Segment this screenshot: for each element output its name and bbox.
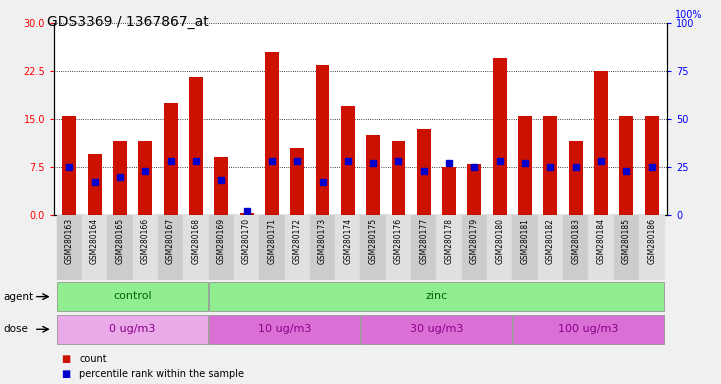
Bar <box>158 215 183 280</box>
Bar <box>260 215 285 280</box>
Bar <box>214 157 228 215</box>
Bar <box>239 213 254 215</box>
Text: GDS3369 / 1367867_at: GDS3369 / 1367867_at <box>47 15 208 29</box>
Bar <box>113 141 127 215</box>
Text: GSM280169: GSM280169 <box>217 218 226 265</box>
Text: GSM280177: GSM280177 <box>420 218 428 265</box>
Text: GSM280170: GSM280170 <box>242 218 251 265</box>
Bar <box>107 215 133 280</box>
Text: GSM280166: GSM280166 <box>141 218 150 265</box>
Bar <box>487 215 513 280</box>
Bar <box>335 215 360 280</box>
Text: 100 ug/m3: 100 ug/m3 <box>558 324 619 334</box>
Bar <box>411 215 436 280</box>
Bar <box>88 154 102 215</box>
Bar <box>386 215 411 280</box>
Text: zinc: zinc <box>425 291 448 301</box>
Bar <box>57 215 82 280</box>
Bar <box>544 116 557 215</box>
Bar <box>594 71 608 215</box>
Text: GSM280163: GSM280163 <box>65 218 74 265</box>
Text: GSM280164: GSM280164 <box>90 218 99 265</box>
Bar <box>360 215 386 280</box>
Text: GSM280176: GSM280176 <box>394 218 403 265</box>
Text: GSM280185: GSM280185 <box>622 218 631 264</box>
Bar <box>461 215 487 280</box>
Bar <box>442 167 456 215</box>
Text: GSM280174: GSM280174 <box>343 218 353 265</box>
Text: GSM280165: GSM280165 <box>115 218 125 265</box>
Bar <box>209 314 360 344</box>
Text: GSM280178: GSM280178 <box>445 218 454 264</box>
Bar <box>62 116 76 215</box>
Bar <box>436 215 461 280</box>
Bar <box>183 215 208 280</box>
Text: 0 ug/m3: 0 ug/m3 <box>110 324 156 334</box>
Bar <box>392 141 405 215</box>
Text: 10 ug/m3: 10 ug/m3 <box>258 324 311 334</box>
Bar <box>57 314 208 344</box>
Text: GSM280180: GSM280180 <box>495 218 504 264</box>
Bar <box>234 215 260 280</box>
Bar <box>361 314 512 344</box>
Bar <box>467 164 482 215</box>
Bar <box>208 215 234 280</box>
Bar <box>538 215 563 280</box>
Bar <box>265 52 279 215</box>
Bar <box>341 106 355 215</box>
Text: GSM280182: GSM280182 <box>546 218 555 264</box>
Bar <box>513 314 664 344</box>
Text: dose: dose <box>4 324 29 334</box>
Bar <box>639 215 664 280</box>
Text: 100%: 100% <box>676 10 703 20</box>
Bar <box>164 103 177 215</box>
Bar <box>518 116 532 215</box>
Text: GSM280181: GSM280181 <box>521 218 530 264</box>
Text: GSM280179: GSM280179 <box>470 218 479 265</box>
Bar <box>285 215 310 280</box>
Bar <box>513 215 538 280</box>
Text: percentile rank within the sample: percentile rank within the sample <box>79 369 244 379</box>
Bar <box>366 135 380 215</box>
Text: 30 ug/m3: 30 ug/m3 <box>410 324 463 334</box>
Bar <box>189 78 203 215</box>
Bar <box>316 65 329 215</box>
Text: GSM280173: GSM280173 <box>318 218 327 265</box>
Text: ■: ■ <box>61 354 71 364</box>
Bar <box>138 141 152 215</box>
Bar <box>417 129 430 215</box>
Bar <box>133 215 158 280</box>
Bar <box>563 215 588 280</box>
Text: GSM280184: GSM280184 <box>596 218 606 264</box>
Text: control: control <box>113 291 152 301</box>
Bar <box>291 148 304 215</box>
Text: GSM280167: GSM280167 <box>166 218 175 265</box>
Bar <box>82 215 107 280</box>
Bar <box>588 215 614 280</box>
Bar <box>619 116 633 215</box>
Text: GSM280171: GSM280171 <box>267 218 276 264</box>
Bar <box>209 282 664 311</box>
Text: GSM280175: GSM280175 <box>368 218 378 265</box>
Text: agent: agent <box>4 291 34 302</box>
Bar <box>493 58 507 215</box>
Text: count: count <box>79 354 107 364</box>
Text: GSM280168: GSM280168 <box>191 218 200 264</box>
Bar <box>310 215 335 280</box>
Text: GSM280183: GSM280183 <box>571 218 580 264</box>
Text: GSM280186: GSM280186 <box>647 218 656 264</box>
Text: GSM280172: GSM280172 <box>293 218 301 264</box>
Bar <box>645 116 659 215</box>
Bar <box>569 141 583 215</box>
Text: ■: ■ <box>61 369 71 379</box>
Bar <box>614 215 639 280</box>
Bar <box>57 282 208 311</box>
